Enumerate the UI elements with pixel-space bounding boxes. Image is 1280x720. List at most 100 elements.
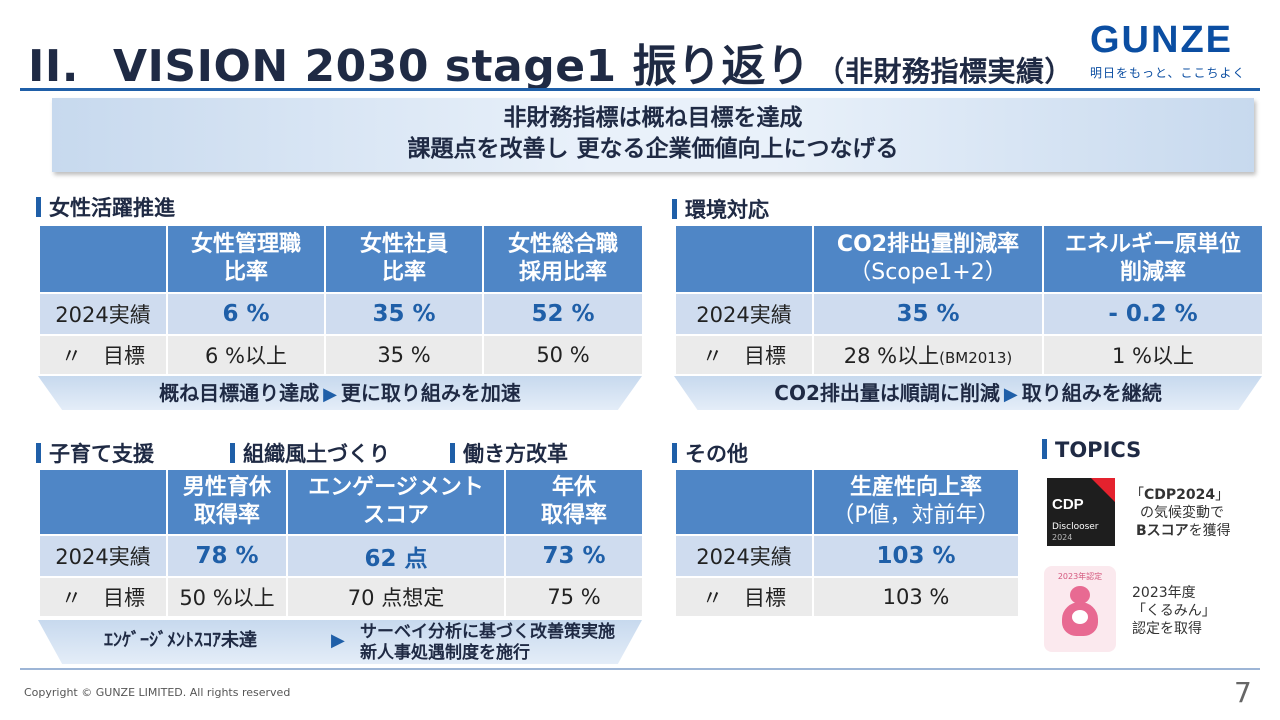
target-value: 50 % [482, 334, 644, 376]
cdp-logo: CDP Disclooser 2024 [1047, 478, 1115, 546]
table-corner [38, 224, 168, 294]
section-marker [36, 443, 41, 463]
target-value: 103 % [812, 576, 1020, 618]
footer-rule [20, 668, 1260, 670]
section-other-label: その他 [685, 442, 748, 466]
table-corner [38, 468, 168, 536]
section-topics-label: TOPICS [1055, 438, 1142, 462]
col-header: 生産性向上率 （P値，対前年） [812, 468, 1020, 536]
section-marker [1042, 439, 1047, 459]
table-corner [674, 468, 814, 536]
logo-tagline: 明日をもっと、ここちよく [1090, 66, 1246, 80]
col-header: CO2排出量削減率 （Scope1+2） [812, 224, 1044, 294]
gunze-logo: GUNZE 明日をもっと、ここちよく [1090, 20, 1260, 81]
table-row-actual: 2024実績 35 % - 0.2 % [674, 292, 1264, 336]
cdp-mark: CDP [1052, 496, 1084, 513]
section-culture: 組織風土づくり [230, 438, 390, 468]
arrow-right-icon: ▶ [331, 630, 345, 651]
arrow-right-icon: ▶ [323, 384, 337, 405]
table-row-target: 〃 目標 28 %以上(BM2013) 1 %以上 [674, 334, 1264, 376]
title-main: VISION 2030 stage1 振り返り [112, 41, 811, 92]
row-label: 2024実績 [674, 534, 814, 578]
environment-summary: CO2排出量は順調に削減 ▶ 取り組みを継続 [674, 376, 1262, 410]
copyright: Copyright © GUNZE LIMITED. All rights re… [24, 686, 291, 699]
summary-right-line-2: 新人事処遇制度を施行 [360, 643, 530, 663]
environment-table: CO2排出量削減率 （Scope1+2） エネルギー原単位 削減率 2024実績 3… [674, 224, 1264, 376]
banner-line-2: 課題点を改善し 更なる企業価値向上につなげる [407, 136, 899, 162]
actual-value: 6 % [166, 292, 326, 336]
row-label: 〃 目標 [38, 576, 168, 618]
section-environment-label: 環境対応 [685, 198, 769, 222]
cdp-topic-text: 「CDP2024」 の気候変動で Bスコアを獲得 [1130, 487, 1231, 539]
kurumin-topic-text: 2023年度 「くるみん」 認定を取得 [1132, 585, 1216, 637]
title-subtitle: （非財務指標実績） [816, 55, 1073, 88]
col-header: 女性総合職 採用比率 [482, 224, 644, 294]
section-childcare: 子育て支援 [36, 438, 154, 468]
col-header: 女性社員 比率 [324, 224, 484, 294]
row-label: 〃 目標 [38, 334, 168, 376]
childcare-summary: ｴﾝｹﾞｰｼﾞﾒﾝﾄｽｺｱ未達 ▶ サーベイ分析に基づく改善策実施 新人事処遇制… [38, 620, 642, 664]
row-label: 2024実績 [674, 292, 814, 336]
logo-word: GUNZE [1090, 19, 1233, 61]
target-value: 70 点想定 [286, 576, 506, 618]
summary-right-line-1: サーベイ分析に基づく改善策実施 [360, 622, 615, 642]
summary-right: 取り組みを継続 [1021, 381, 1162, 405]
kurumin-mark: 2023年認定 [1044, 566, 1116, 652]
section-other: その他 [672, 438, 748, 468]
page-number: 7 [1234, 676, 1252, 709]
section-marker [450, 443, 455, 463]
summary-left: 概ね目標通り達成 [159, 381, 320, 405]
actual-value: 35 % [324, 292, 484, 336]
kurumin-badge-text: 2023年認定 [1057, 572, 1103, 581]
page-title: II. VISION 2030 stage1 振り返り （非財務指標実績） [28, 30, 1073, 94]
summary-left: CO2排出量は順調に削減 [774, 381, 1000, 405]
col-header: 女性管理職 比率 [166, 224, 326, 294]
actual-value: 73 % [504, 534, 644, 578]
kurumin-baby-icon [1072, 610, 1088, 624]
actual-value: 35 % [812, 292, 1044, 336]
cdp-logo-line-2: 2024 [1052, 533, 1073, 542]
table-corner [674, 224, 814, 294]
table-row-target: 〃 目標 50 %以上 70 点想定 75 % [38, 576, 644, 618]
col-header: エネルギー原単位 削減率 [1042, 224, 1264, 294]
col-header: 男性育休 取得率 [166, 468, 288, 536]
row-label: 〃 目標 [674, 334, 814, 376]
arrow-right-icon: ▶ [1003, 384, 1018, 405]
title-rule [20, 88, 1260, 91]
summary-left: ｴﾝｹﾞｰｼﾞﾒﾝﾄｽｺｱ未達 [104, 630, 257, 651]
title-number: II. [28, 41, 79, 92]
section-culture-label: 組織風土づくり [243, 442, 390, 466]
section-childcare-label: 子育て支援 [49, 442, 154, 466]
row-label: 2024実績 [38, 534, 168, 578]
section-marker [230, 443, 235, 463]
section-women-label: 女性活躍推進 [49, 196, 175, 220]
actual-value: 78 % [166, 534, 288, 578]
section-marker [672, 443, 677, 463]
table-row-actual: 2024実績 6 % 35 % 52 % [38, 292, 644, 336]
actual-value: - 0.2 % [1042, 292, 1264, 336]
section-environment: 環境対応 [672, 194, 769, 224]
women-table: 女性管理職 比率 女性社員 比率 女性総合職 採用比率 2024実績 6 % 35 %… [38, 224, 644, 376]
kurumin-figure-head [1070, 586, 1090, 604]
cdp-logo-line-1: Disclooser [1052, 522, 1099, 532]
actual-value: 103 % [812, 534, 1020, 578]
target-value: 50 %以上 [166, 576, 288, 618]
col-header: 年休 取得率 [504, 468, 644, 536]
row-label: 2024実績 [38, 292, 168, 336]
row-label: 〃 目標 [674, 576, 814, 618]
section-marker [36, 197, 41, 217]
section-workstyle: 働き方改革 [450, 438, 568, 468]
table-row-target: 〃 目標 103 % [674, 576, 1020, 618]
women-summary: 概ね目標通り達成 ▶ 更に取り組みを加速 [38, 376, 642, 410]
section-workstyle-label: 働き方改革 [463, 442, 568, 466]
banner-line-1: 非財務指標は概ね目標を達成 [503, 105, 803, 131]
section-marker [672, 199, 677, 219]
actual-value: 62 点 [286, 534, 506, 578]
cdp-corner-mark [1091, 478, 1115, 502]
target-value: 1 %以上 [1042, 334, 1264, 376]
summary-right: サーベイ分析に基づく改善策実施 新人事処遇制度を施行 [360, 622, 615, 664]
target-value: 35 % [324, 334, 484, 376]
childcare-table: 男性育休 取得率 エンゲージメント スコア 年休 取得率 2024実績 78 % 62… [38, 468, 644, 618]
section-topics: TOPICS [1042, 438, 1141, 462]
target-value: 6 %以上 [166, 334, 326, 376]
